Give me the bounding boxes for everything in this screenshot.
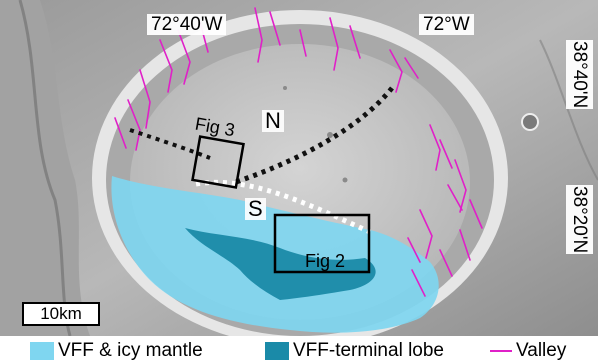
legend-swatch-icy-mantle	[30, 342, 54, 360]
legend-label-terminal-lobe: VFF-terminal lobe	[293, 340, 444, 361]
legend-line-valley	[490, 350, 512, 352]
legend: VFF & icy mantle VFF-terminal lobe Valle…	[0, 336, 598, 362]
valley-lines	[114, 7, 483, 297]
south-region-label: S	[245, 198, 266, 220]
longitude-label-left: 72°40'W	[147, 14, 227, 35]
scale-bar: 10km	[22, 302, 100, 326]
legend-label-icy-mantle: VFF & icy mantle	[58, 340, 203, 361]
fig3-box	[191, 135, 245, 189]
longitude-label-right: 72°W	[419, 14, 474, 35]
legend-label-valley: Valley	[516, 340, 567, 361]
legend-item-terminal-lobe: VFF-terminal lobe	[265, 340, 444, 362]
scale-bar-label: 10km	[40, 304, 82, 323]
latitude-label-bottom: 38°20'N	[566, 185, 593, 255]
legend-item-valley: Valley	[490, 340, 566, 362]
north-region-label: N	[262, 110, 284, 132]
latitude-label-top: 38°40'N	[566, 40, 593, 110]
fig2-box	[273, 213, 371, 274]
fig2-label: Fig 2	[305, 251, 346, 271]
legend-swatch-terminal-lobe	[265, 342, 289, 360]
legend-item-icy-mantle: VFF & icy mantle	[30, 340, 203, 362]
